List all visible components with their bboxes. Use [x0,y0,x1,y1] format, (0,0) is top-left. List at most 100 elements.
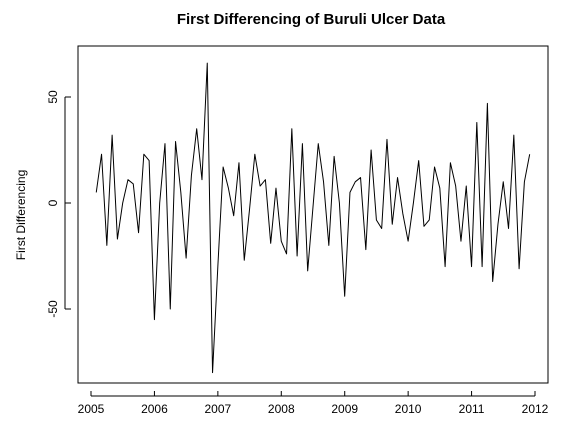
data-point [212,372,213,373]
data-point [286,253,287,254]
data-point [138,232,139,233]
data-point [487,103,488,104]
data-point [508,228,509,229]
data-point [423,226,424,227]
data-point [460,241,461,242]
data-point [492,281,493,282]
data-point [344,296,345,297]
data-point [476,122,477,123]
data-point [524,181,525,182]
data-point [196,128,197,129]
data-point [191,175,192,176]
data-point [328,245,329,246]
data-point [365,249,366,250]
data-point [429,219,430,220]
data-point [318,143,319,144]
data-point [96,192,97,193]
data-point [180,192,181,193]
x-tick-label: 2010 [395,402,422,416]
y-tick-label: -50 [46,300,60,318]
x-tick-label: 2007 [205,402,232,416]
data-point [471,266,472,267]
data-point [450,162,451,163]
data-point [101,154,102,155]
data-point [106,245,107,246]
x-tick-label: 2005 [78,402,105,416]
data-point [122,202,123,203]
x-tick-label: 2012 [522,402,549,416]
series-points [96,62,531,373]
data-point [154,319,155,320]
data-point [413,202,414,203]
x-tick-label: 2006 [141,402,168,416]
data-point [217,266,218,267]
data-point [249,209,250,210]
data-point [133,183,134,184]
data-point [513,135,514,136]
data-point [392,224,393,225]
data-point [260,185,261,186]
data-point [302,143,303,144]
data-point [112,135,113,136]
data-point [482,266,483,267]
data-point [323,181,324,182]
data-point [434,166,435,167]
data-point [186,258,187,259]
data-point [265,179,266,180]
data-point [270,243,271,244]
data-point [371,149,372,150]
data-point [117,238,118,239]
chart-title: First Differencing of Buruli Ulcer Data [177,11,446,28]
data-point [519,268,520,269]
data-point [164,143,165,144]
data-point [175,141,176,142]
data-point [275,188,276,189]
data-point [297,255,298,256]
data-point [381,228,382,229]
y-axis-label: First Differencing [14,170,28,260]
data-point [170,308,171,309]
data-point [466,185,467,186]
data-point [207,62,208,63]
data-point [339,202,340,203]
data-point [445,266,446,267]
data-point [418,160,419,161]
data-point [397,177,398,178]
data-point [307,270,308,271]
data-point [233,215,234,216]
y-tick-label: 50 [46,90,60,104]
x-tick-label: 2011 [459,402,485,416]
data-point [408,241,409,242]
data-point [228,188,229,189]
data-point [360,177,361,178]
data-point [223,166,224,167]
x-axis: 2005 2006 2007 2008 2009 2010 2011 2012 [78,391,549,416]
data-point [159,202,160,203]
data-point [312,207,313,208]
x-tick-label: 2008 [268,402,295,416]
data-point [349,192,350,193]
data-point [376,219,377,220]
data-point [281,241,282,242]
data-point [143,154,144,155]
data-point [503,181,504,182]
plot-frame [77,45,549,384]
data-point [149,160,150,161]
x-tick-label: 2009 [331,402,358,416]
data-point [497,224,498,225]
data-point [455,185,456,186]
data-point [355,181,356,182]
data-point [244,260,245,261]
data-point [334,156,335,157]
y-axis: -50 0 50 [46,90,71,318]
data-point [254,154,255,155]
data-point [439,188,440,189]
data-point [529,154,530,155]
data-point [201,179,202,180]
data-point [291,128,292,129]
data-point [402,213,403,214]
series-line [95,62,531,374]
y-tick-label: 0 [46,199,60,206]
data-point [238,162,239,163]
